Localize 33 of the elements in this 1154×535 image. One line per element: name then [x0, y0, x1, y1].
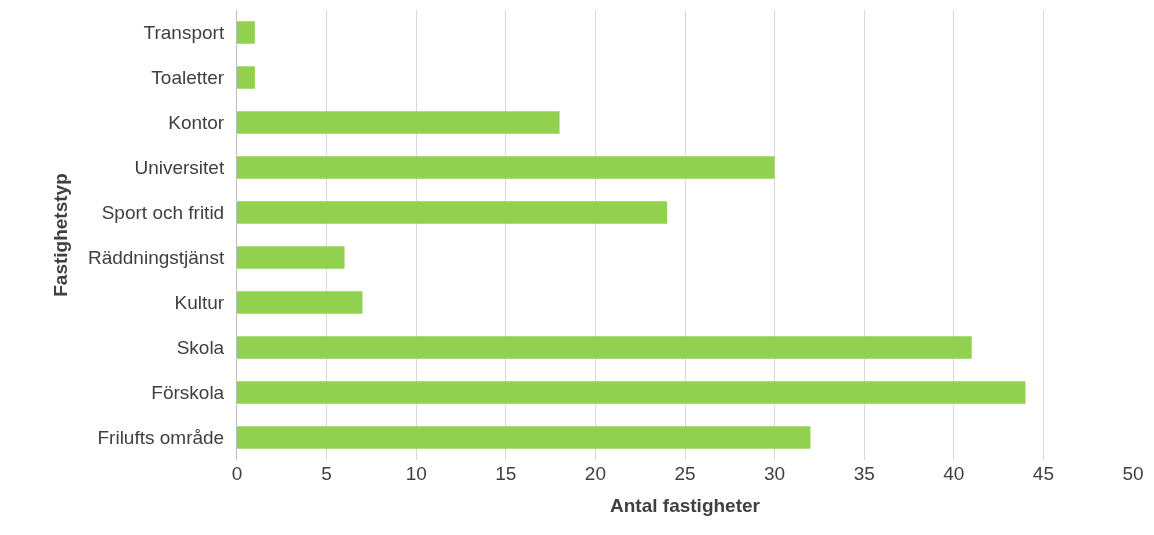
- bar: [237, 291, 363, 314]
- bar: [237, 111, 560, 134]
- y-tick-label: Transport: [143, 22, 225, 44]
- bar: [237, 66, 255, 89]
- x-tick-label: 50: [1122, 463, 1144, 484]
- y-tick-label: Räddningstjänst: [87, 247, 225, 269]
- x-tick-label: 20: [584, 463, 606, 484]
- x-tick-label: 30: [764, 463, 786, 484]
- x-tick-label: 15: [495, 463, 517, 484]
- x-tick-label: 45: [1032, 463, 1054, 484]
- bar: [237, 336, 972, 359]
- bar: [237, 201, 668, 224]
- x-tick-label: 40: [943, 463, 965, 484]
- bar: [237, 21, 255, 44]
- y-tick-label: Universitet: [134, 157, 225, 179]
- x-tick-label: 10: [405, 463, 427, 484]
- bar: [237, 246, 345, 269]
- x-tick-label: 5: [321, 463, 332, 484]
- y-axis-title: Fastighetstyp: [49, 173, 71, 297]
- bar: [237, 426, 811, 449]
- y-tick-label: Sport och fritid: [101, 202, 225, 224]
- y-tick-label: Kontor: [168, 112, 225, 134]
- x-axis-title: Antal fastigheter: [610, 494, 761, 516]
- y-tick-label: Förskola: [151, 382, 225, 404]
- y-tick-label: Frilufts område: [97, 427, 225, 449]
- bar: [237, 381, 1026, 404]
- x-tick-label: 35: [853, 463, 875, 484]
- bar: [237, 156, 775, 179]
- y-tick-label: Toaletter: [151, 67, 225, 89]
- y-tick-label: Kultur: [174, 292, 225, 314]
- y-tick-label: Skola: [176, 337, 225, 359]
- x-tick-label: 25: [674, 463, 696, 484]
- x-tick-label: 0: [231, 463, 243, 484]
